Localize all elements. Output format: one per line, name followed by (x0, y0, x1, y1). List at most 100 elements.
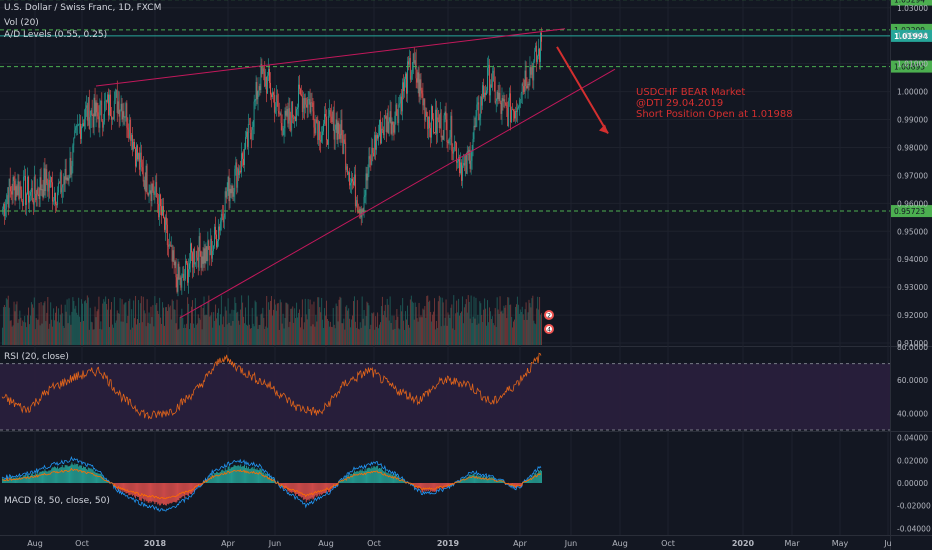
volume-bar (163, 307, 164, 345)
volume-bar (291, 308, 293, 345)
macd-histogram-bar (149, 483, 151, 502)
macd-histogram-bar (154, 483, 156, 504)
volume-bar (166, 310, 168, 345)
candle-body (527, 83, 529, 89)
candle-body (470, 160, 472, 169)
volume-bar (471, 323, 473, 345)
macd-histogram-bar (469, 474, 471, 483)
ad-legend[interactable]: A/D Levels (0.55, 0.25) (4, 30, 108, 40)
candle-body (541, 32, 542, 42)
volume-bar (435, 320, 437, 345)
vol-legend[interactable]: Vol (20) (4, 18, 39, 28)
volume-bar (460, 313, 461, 345)
time-tick-label: Aug (318, 539, 334, 548)
macd-histogram-bar (157, 483, 159, 505)
volume-bar (270, 300, 272, 345)
candle-body (475, 115, 477, 127)
volume-bar (539, 297, 541, 345)
volume-bar (372, 313, 374, 345)
macd-histogram-bar (130, 483, 132, 495)
candle-body (185, 260, 186, 279)
macd-histogram-bar (40, 471, 42, 483)
candle-body (36, 188, 38, 201)
macd-histogram-bar (254, 468, 256, 483)
volume-bar (361, 296, 363, 345)
macd-histogram-bar (183, 483, 185, 497)
candle-body (265, 77, 267, 87)
macd-histogram-bar (417, 483, 419, 490)
candle-body (531, 67, 533, 75)
macd-histogram-bar (228, 466, 230, 483)
macd-histogram-bar (286, 483, 288, 489)
macd-histogram-bar (184, 483, 186, 499)
candle-body (526, 86, 528, 89)
macd-histogram-bar (490, 477, 492, 483)
volume-bar (296, 302, 298, 345)
macd-histogram-bar (296, 483, 298, 495)
candle-body (114, 90, 116, 101)
candle-body (203, 248, 205, 264)
volume-bar (374, 329, 376, 345)
candle-body (25, 176, 26, 205)
volume-bar (346, 305, 348, 345)
volume-bar (100, 321, 102, 345)
time-tick-label: May (832, 539, 849, 548)
volume-bar (143, 310, 145, 345)
volume-bar (459, 315, 461, 345)
symbol-legend[interactable]: U.S. Dollar / Swiss Franc, 1D, FXCM (4, 3, 162, 13)
candle-body (463, 163, 465, 166)
macd-histogram-bar (94, 471, 96, 483)
candle-body (253, 101, 255, 127)
rsi-line (1, 352, 542, 420)
candle-body (335, 119, 337, 130)
macd-histogram-bar (43, 471, 45, 483)
volume-bar (206, 314, 208, 345)
macd-legend[interactable]: MACD (8, 50, close, 50) (4, 496, 110, 506)
upper-trendline (95, 28, 566, 87)
macd-histogram-bar (84, 466, 86, 483)
volume-bar (451, 304, 453, 345)
candle-body (481, 96, 483, 106)
volume-bar (27, 315, 29, 345)
macd-histogram-bar (219, 471, 221, 483)
macd-histogram-bar (75, 464, 77, 483)
candle-body (125, 103, 127, 118)
volume-bar (213, 312, 215, 345)
macd-histogram-bar (539, 471, 541, 483)
candle-body (83, 118, 85, 127)
macd-histogram-bar (31, 473, 33, 483)
macd-histogram-bar (472, 473, 474, 483)
volume-bar (101, 329, 103, 345)
candle-body (66, 177, 68, 180)
volume-bar (376, 326, 378, 345)
rsi-legend[interactable]: RSI (20, close) (4, 352, 69, 362)
macd-histogram-bar (211, 476, 213, 483)
candle-body (118, 101, 120, 117)
volume-bar (41, 323, 43, 345)
candle-body (149, 190, 151, 193)
candle-body (442, 135, 444, 140)
macd-histogram-bar (34, 473, 36, 483)
volume-bar (467, 295, 469, 345)
volume-bar (13, 301, 15, 345)
volume-bar (108, 298, 110, 345)
macd-histogram-bar (72, 464, 74, 483)
volume-bar (476, 324, 478, 345)
price-tick-label: 0.99000 (897, 116, 928, 125)
candle-body (42, 189, 44, 198)
macd-histogram-bar (255, 469, 257, 483)
price-tick-label: 1.02000 (897, 32, 928, 41)
volume-bar (55, 312, 56, 345)
macd-histogram-bar (279, 483, 281, 487)
volume-bar (105, 296, 107, 345)
volume-bar (256, 316, 258, 345)
candle-body (201, 256, 203, 268)
macd-histogram-bar (284, 483, 286, 489)
volume-bar (284, 317, 286, 345)
candle-body (538, 48, 539, 57)
candle-body (174, 261, 176, 266)
candle-body (194, 262, 196, 265)
volume-bar (407, 324, 409, 345)
volume-bar (46, 312, 48, 345)
volume-bar (216, 318, 218, 345)
